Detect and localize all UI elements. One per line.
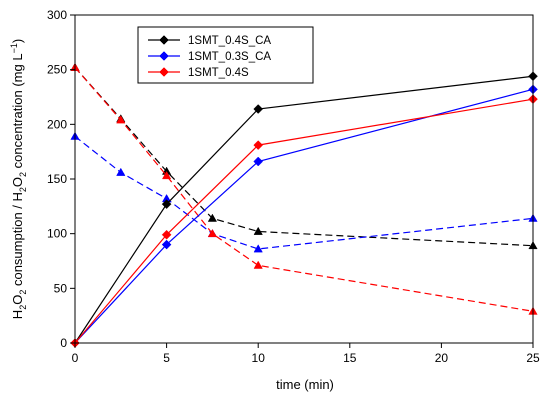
y-tick-label: 250 [47, 63, 67, 77]
legend-marker-0 [159, 35, 169, 45]
legend-label-2: 1SMT_0.4S [188, 67, 249, 79]
series-0-consumption-line [74, 75, 534, 344]
y-axis-title-part: 2 [18, 305, 28, 310]
y-tick-label: 300 [47, 8, 67, 22]
legend-label-1: 1SMT_0.3S_CA [188, 51, 271, 63]
series-0-consumption-point [161, 199, 172, 210]
x-tick-label: 15 [343, 351, 357, 365]
x-tick-label: 25 [526, 351, 540, 365]
series-0-consumption-point [253, 104, 264, 114]
y-axis-title-part: −1 [9, 43, 19, 53]
x-tick-label: 5 [163, 351, 170, 365]
x-tick-label: 0 [72, 351, 79, 365]
series-1-consumption-point [161, 239, 172, 250]
legend-label-0: 1SMT_0.4S_CA [188, 35, 271, 47]
x-tick-label: 10 [252, 351, 266, 365]
y-axis-title: H2O2 consumption / H2O2 concentration (m… [9, 39, 28, 319]
series-2-concentration-point [161, 171, 172, 180]
y-axis-title-part: H [10, 310, 25, 319]
series-2-concentration-point [207, 228, 218, 238]
series-layer [70, 62, 538, 348]
y-axis-title-part: 2 [18, 187, 28, 192]
legend: 1SMT_0.4S_CA 1SMT_0.3S_CA 1SMT_0.4S [137, 26, 314, 84]
series-2-concentration-point [116, 115, 126, 124]
y-axis-title-part: O [10, 295, 25, 305]
y-axis-title-part: concentration (mg L [10, 53, 25, 172]
y-axis-title-part: ) [10, 39, 25, 43]
series-1-concentration-point [116, 167, 126, 176]
y-tick-label: 200 [47, 117, 67, 131]
series-2-consumption-point [253, 140, 264, 150]
series-0-concentration-point [253, 226, 263, 235]
series-2-concentration-line [74, 67, 534, 312]
series-2-consumption-point [161, 229, 172, 240]
series-2-concentration-point [253, 260, 263, 269]
series-1-concentration-line [74, 135, 534, 250]
y-tick-label: 50 [54, 281, 68, 295]
series-1-consumption-line [74, 88, 534, 344]
y-axis-title-part: consumption / H [10, 192, 25, 290]
y-tick-label: 0 [60, 336, 67, 350]
series-1-concentration-point [253, 244, 263, 253]
y-axis-title-part: O [10, 177, 25, 187]
y-tick-label: 150 [47, 172, 67, 186]
series-2-consumption-line [74, 98, 534, 344]
series-0-concentration-line [74, 67, 534, 247]
legend-marker-1 [159, 51, 169, 61]
y-tick-label: 100 [47, 227, 67, 241]
series-0-concentration-point [207, 213, 218, 222]
series-1-consumption-point [253, 156, 264, 167]
legend-marker-2 [159, 67, 169, 77]
x-tick-label: 20 [435, 351, 449, 365]
x-axis-title: time (min) [276, 377, 334, 392]
y-axis-title-part: 2 [18, 172, 28, 177]
y-axis-title-part: 2 [18, 290, 28, 295]
